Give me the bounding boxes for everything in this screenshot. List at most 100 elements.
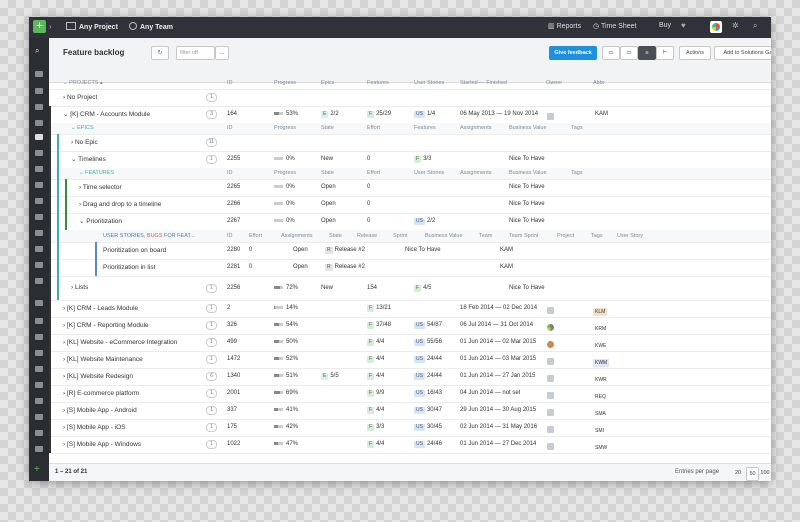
more-button[interactable]: ... — [215, 46, 229, 60]
board-icon[interactable] — [35, 120, 43, 126]
owner-avatar[interactable] — [547, 356, 554, 373]
gear-icon[interactable]: ✲ — [732, 21, 739, 30]
user-stories-column[interactable]: User Stories — [414, 80, 445, 86]
epic-row[interactable]: ⌄ Timelines 1 2255 0% New 0 F 3/3 Nice To… — [49, 151, 771, 169]
view-details-button[interactable]: ▭ — [620, 46, 638, 60]
abbr-column[interactable]: Abbr. — [593, 80, 606, 86]
chevron-right-icon[interactable]: › — [79, 201, 83, 208]
owner-avatar[interactable] — [547, 407, 554, 424]
project-row[interactable]: › [K] CRM - Reporting Module 1 326 54% F… — [49, 317, 771, 335]
add-icon[interactable]: + — [33, 20, 46, 33]
project-selector[interactable]: Any Project — [66, 21, 118, 34]
chevron-right-icon[interactable]: › — [63, 441, 67, 448]
project-row[interactable]: › [KL] Website Redesign 6 1340 51% E 5/5 … — [49, 368, 771, 386]
feature-row[interactable]: ⌄ Prioritization 2267 0% Open 0 US 2/2 Ni… — [49, 213, 771, 231]
project-row[interactable]: › [S] Mobile App - Android 1 337 41% F 4/… — [49, 402, 771, 420]
grid-icon[interactable] — [35, 214, 43, 220]
tree-icon[interactable] — [35, 446, 43, 452]
chevron-right-icon[interactable]: › — [63, 339, 67, 346]
owner-avatar[interactable] — [547, 111, 554, 128]
buy-link[interactable]: Buy — [659, 22, 672, 29]
owner-avatar[interactable] — [547, 322, 554, 339]
tree-icon[interactable] — [35, 150, 43, 156]
id-column[interactable]: ID — [227, 80, 233, 86]
team-selector[interactable]: Any Team — [129, 21, 173, 34]
chevron-right-icon[interactable]: › — [63, 407, 67, 414]
page-size-20[interactable]: 20 — [734, 470, 742, 476]
view-timeline-button[interactable]: ⊢ — [656, 46, 674, 60]
chevron-right-icon[interactable]: › — [79, 184, 83, 191]
dates-column[interactable]: Started — Finished — [460, 80, 508, 86]
tree-icon[interactable] — [35, 182, 43, 188]
page-size-50[interactable]: 50 — [746, 467, 759, 481]
chevron-right-icon[interactable]: › — [63, 356, 67, 363]
chevron-right-icon[interactable]: › — [71, 284, 75, 291]
chevron-right-icon[interactable]: › — [63, 305, 67, 312]
actions-button[interactable]: Actions — [679, 46, 711, 60]
grid-icon[interactable] — [35, 350, 43, 356]
search-icon[interactable]: ⌕ — [753, 21, 758, 30]
owner-avatar[interactable] — [547, 373, 554, 390]
add-icon[interactable]: + — [34, 464, 40, 475]
chevron-right-icon[interactable]: › — [63, 390, 67, 397]
tree-icon[interactable] — [35, 382, 43, 388]
chevron-down-icon[interactable]: ⌄ — [71, 156, 79, 163]
chevron-down-icon[interactable]: ⌄ — [79, 218, 87, 225]
grid-icon[interactable] — [35, 246, 43, 252]
tree-icon[interactable] — [35, 166, 43, 172]
filter-input[interactable]: filter off — [176, 46, 215, 60]
chevron-down-icon[interactable]: ⌄ — [63, 111, 71, 118]
epics-column[interactable]: Epics — [321, 80, 335, 86]
projects-column[interactable]: ⌄ PROJECTS ▴ — [63, 80, 103, 86]
feature-row[interactable]: › Time selector 2265 0% Open 0 Nice To H… — [49, 179, 771, 197]
features-column[interactable]: Features — [367, 80, 389, 86]
grid-icon[interactable] — [35, 230, 43, 236]
refresh-button[interactable]: ↻ — [151, 46, 169, 60]
folder-icon[interactable] — [35, 300, 43, 306]
project-row[interactable]: › [K] CRM - Leads Module 1 2 14% F 13/21 … — [49, 300, 771, 318]
epic-row[interactable]: › No Epic 11 — [49, 134, 771, 152]
owner-avatar[interactable] — [547, 305, 554, 322]
folder-icon[interactable] — [35, 104, 43, 110]
view-list-button[interactable]: ≡ — [638, 46, 656, 60]
timesheet-link[interactable]: ◷ Time Sheet — [593, 23, 637, 30]
owner-avatar[interactable] — [547, 390, 554, 407]
folder-icon[interactable] — [35, 88, 43, 94]
grid-icon[interactable] — [35, 430, 43, 436]
owner-avatar[interactable] — [547, 424, 554, 441]
chevron-right-icon[interactable]: › — [63, 94, 67, 101]
chevron-right-icon[interactable]: › — [63, 373, 67, 380]
tree-icon[interactable] — [35, 414, 43, 420]
owner-avatar[interactable] — [547, 339, 554, 356]
chevron-right-icon[interactable]: › — [49, 22, 52, 31]
owner-column[interactable]: Owner — [546, 80, 563, 86]
heart-icon[interactable]: ♥ — [681, 21, 686, 30]
story-row[interactable]: Prioritization on board 2280 0 Open R Rel… — [49, 242, 771, 260]
grid-icon[interactable] — [35, 278, 43, 284]
progress-column[interactable]: Progress — [274, 80, 297, 86]
project-row[interactable]: › [S] Mobile App - iOS 1 175 42% F 3/3 US… — [49, 419, 771, 437]
story-row[interactable]: Prioritization in list 2281 0 Open R Rele… — [49, 259, 771, 277]
owner-avatar[interactable] — [547, 441, 554, 458]
feature-row[interactable]: › Drag and drop to a timeline 2266 0% Op… — [49, 196, 771, 214]
avatar[interactable] — [710, 21, 722, 33]
give-feedback-button[interactable]: Give feedback — [549, 46, 597, 60]
chevron-right-icon[interactable]: › — [71, 139, 75, 146]
grid-icon[interactable] — [35, 366, 43, 372]
folder-icon[interactable] — [35, 71, 43, 77]
project-row[interactable]: › No Project 1 — [49, 89, 771, 107]
reports-link[interactable]: ▥ Reports — [548, 23, 582, 30]
project-row[interactable]: › [KL] Website - eCommerce Integration 1… — [49, 334, 771, 352]
grid-icon[interactable] — [35, 398, 43, 404]
epic-row[interactable]: › Lists 1 2256 72% New 154 F 4/5 Nice To … — [49, 276, 771, 301]
add-to-gallery-button[interactable]: Add to Solutions Gallery — [714, 46, 771, 60]
grid-icon[interactable] — [35, 198, 43, 204]
grid-icon[interactable] — [35, 334, 43, 340]
chevron-right-icon[interactable]: › — [63, 424, 67, 431]
search-icon[interactable]: ⌕ — [35, 46, 40, 55]
list-icon[interactable] — [35, 134, 43, 140]
chevron-right-icon[interactable]: › — [63, 322, 67, 329]
grid-icon[interactable] — [35, 262, 43, 268]
